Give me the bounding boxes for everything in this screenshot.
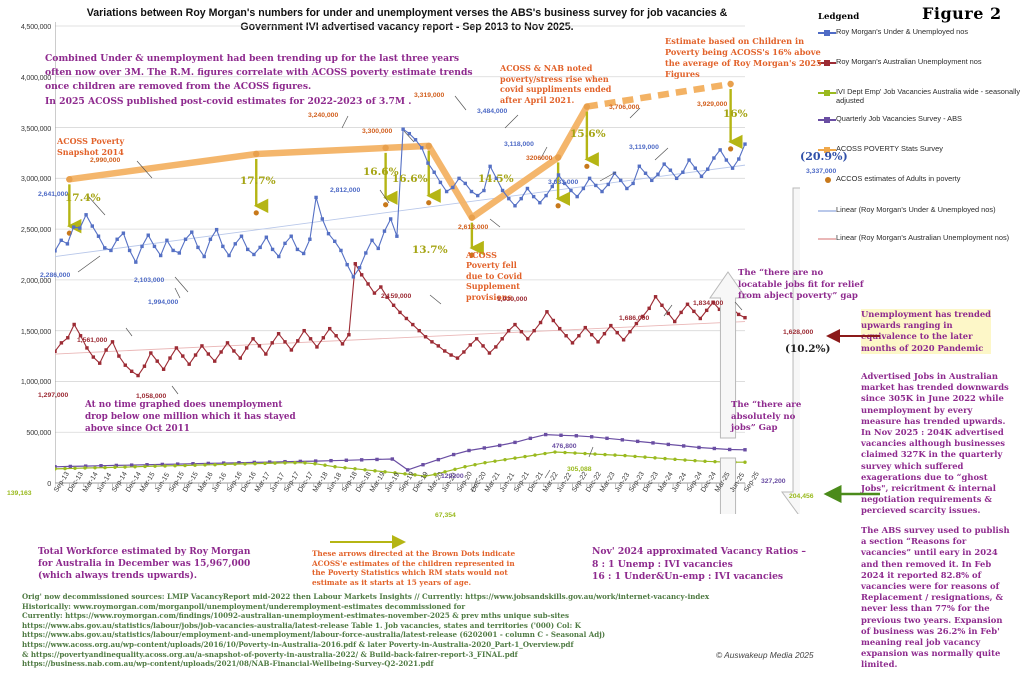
data-point-label: 2,286,000 — [40, 272, 71, 279]
copyright-notice: © Auswakeup Media 2025 — [716, 650, 814, 660]
legend-label: Roy Morgan's Under & Unemployed nos — [836, 27, 969, 36]
annotation-no-jobs-gap: The “there are absolutely no jobs” Gap — [731, 400, 802, 434]
annotation-abs-survey: The ABS survey used to publish a section… — [861, 525, 1010, 670]
legend-item-7[interactable]: Linear (Roy Morgan's Australian Unemploy… — [818, 233, 1024, 244]
annotation-acoss-fell: ACOSS Poverty fell due to Covid Suppleme… — [466, 250, 523, 302]
annotation-total-workforce: Total Workforce estimated by Roy Morgan … — [38, 547, 251, 582]
data-point-label: 67,354 — [435, 512, 456, 519]
legend-marker-icon — [818, 234, 836, 244]
y-axis-tick-label: 1,500,000 — [20, 326, 51, 336]
legend-label: IVI Dept Emp' Job Vacancies Australia wi… — [836, 87, 1021, 106]
y-axis-tick-label: 3,500,000 — [20, 123, 51, 133]
annotation-vacancy-ratios: Nov' 2024 approximated Vacancy Ratios – … — [592, 546, 806, 583]
data-point-label: 3206000 — [526, 155, 553, 162]
legend-item-5[interactable]: ACCOS estimates of Adults in poverty — [818, 174, 1024, 185]
percent-annotation: 15.6% — [570, 128, 606, 140]
legend-label: ACOSS POVERTY Stats Survey — [836, 144, 943, 153]
y-axis-tick-label: 2,500,000 — [20, 225, 51, 235]
data-point-label: 2,159,000 — [381, 293, 412, 300]
data-point-label: 305,088 — [567, 466, 592, 473]
data-point-label: 1,628,000 — [783, 329, 814, 336]
y-axis-tick-label: 0 — [47, 479, 51, 488]
legend-marker-icon — [818, 58, 836, 68]
y-axis-tick-label: 500,000 — [26, 428, 51, 438]
data-point-label: 1,994,000 — [148, 299, 179, 306]
annotation-combined-trend: Combined Under & unemployment had been t… — [45, 53, 473, 107]
legend-item-1[interactable]: Roy Morgan's Australian Unemployment nos — [818, 57, 1024, 68]
data-point-label: 3,484,000 — [477, 108, 508, 115]
data-point-label: 1,058,000 — [136, 393, 167, 400]
data-point-label: 139,163 — [7, 490, 32, 497]
y-axis-tick-label: 2,000,000 — [20, 275, 51, 285]
data-point-label: 129200 — [441, 473, 464, 480]
data-point-label: 327,200 — [761, 478, 786, 485]
data-point-label: 2,613,000 — [458, 224, 489, 231]
legend-marker-icon — [818, 175, 836, 185]
chart-plot-area: 0 500,000 1,000,000 1,500,000 2,000,000 2,500… — [21, 18, 800, 514]
y-axis-tick-label: 4,500,000 — [20, 22, 51, 31]
chart-canvas — [55, 22, 800, 514]
legend-item-2[interactable]: IVI Dept Emp' Job Vacancies Australia wi… — [818, 87, 1024, 106]
percent-annotation: 16.6% — [363, 166, 399, 178]
legend-label: Quarterly Job Vacancies Survey - ABS — [836, 114, 962, 123]
data-point-label: 3,337,000 — [806, 168, 837, 175]
data-point-label: 1,297,000 — [38, 392, 69, 399]
legend-item-0[interactable]: Roy Morgan's Under & Unemployed nos — [818, 27, 1024, 38]
percent-annotation: 13.7% — [412, 244, 448, 256]
data-point-label: 2,812,000 — [330, 187, 361, 194]
legend-item-3[interactable]: Quarterly Job Vacancies Survey - ABS — [818, 114, 1024, 125]
legend-title: Ledgend — [818, 12, 860, 22]
data-point-label: 3,706,000 — [609, 104, 640, 111]
annotation-brown-dots: These arrows directed at the Brown Dots … — [312, 549, 516, 587]
annotation-acoss-nab: ACOSS & NAB noted poverty/stress rise wh… — [500, 63, 612, 105]
legend-marker-icon — [818, 88, 836, 98]
percent-annotation: 17.4% — [65, 192, 101, 204]
legend-label: Roy Morgan's Australian Unemployment nos — [836, 57, 982, 66]
data-point-label: 2,990,000 — [90, 157, 121, 164]
source-footer: Orig' now decommissioned sources: LMIP V… — [22, 592, 710, 669]
legend-item-4[interactable]: ACOSS POVERTY Stats Survey — [818, 144, 1024, 155]
annotation-advertised-jobs: Advertised Jobs in Australian market has… — [861, 371, 1009, 516]
legend-marker-icon — [818, 28, 836, 38]
percent-annotation: 16% — [723, 108, 748, 120]
percent-annotation: 17.7% — [240, 175, 276, 187]
data-point-label: 1,686,000 — [619, 315, 650, 322]
data-point-label: 2,641,000 — [38, 191, 69, 198]
data-point-label: 1,834,000 — [693, 300, 724, 307]
annotation-never-below-1m: At no time graphed does unemployment dro… — [85, 400, 296, 434]
legend-marker-icon — [818, 115, 836, 125]
data-point-label: 3,929,000 — [697, 101, 728, 108]
annotation-no-locatable-jobs: The “there are no locatable jobs fit for… — [738, 268, 864, 302]
annotation-acoss-snapshot: ACOSS Poverty Snapshot 2014 — [57, 136, 125, 157]
legend-marker-icon — [818, 145, 836, 155]
data-point-label: 3,033,000 — [548, 179, 579, 186]
data-point-label: 2,103,000 — [134, 277, 165, 284]
data-point-label: 3,118,000 — [504, 141, 534, 148]
annotation-estimate-children: Estimate based on Children in Poverty be… — [665, 36, 822, 79]
rate-annotation: (10.2%) — [785, 343, 831, 355]
data-point-label: 1,930,000 — [497, 296, 528, 303]
legend-item-6[interactable]: Linear (Roy Morgan's Under & Unemployed … — [818, 205, 1024, 216]
y-axis-tick-label: 1,000,000 — [20, 377, 51, 387]
data-point-label: 204,456 — [789, 493, 814, 500]
legend-label: ACCOS estimates of Adults in poverty — [836, 174, 961, 183]
data-point-label: 3,240,000 — [308, 112, 339, 119]
data-point-label: 1,561,000 — [77, 337, 108, 344]
legend-marker-icon — [818, 206, 836, 216]
rate-annotation: (20.9%) — [800, 150, 848, 163]
y-axis-tick-label: 3,000,000 — [20, 174, 51, 184]
y-axis-tick-label: 4,000,000 — [20, 72, 51, 82]
figure-label: Figure 2 — [922, 4, 1002, 23]
percent-annotation: 14.5% — [478, 173, 514, 185]
legend-label: Linear (Roy Morgan's Under & Unemployed … — [836, 205, 996, 214]
legend-label: Linear (Roy Morgan's Australian Unemploy… — [836, 233, 1010, 242]
data-point-label: 3,319,000 — [414, 92, 445, 99]
data-point-label: 476,800 — [552, 443, 577, 450]
page-title: Variations between Roy Morgan's numbers … — [86, 7, 728, 33]
data-point-label: 3,300,000 — [362, 128, 393, 135]
data-point-label: 3,119,000 — [629, 144, 659, 151]
percent-annotation: 16.6% — [392, 173, 428, 185]
annotation-unemployment-trend: Unemployment has trended upwards ranging… — [861, 309, 992, 354]
